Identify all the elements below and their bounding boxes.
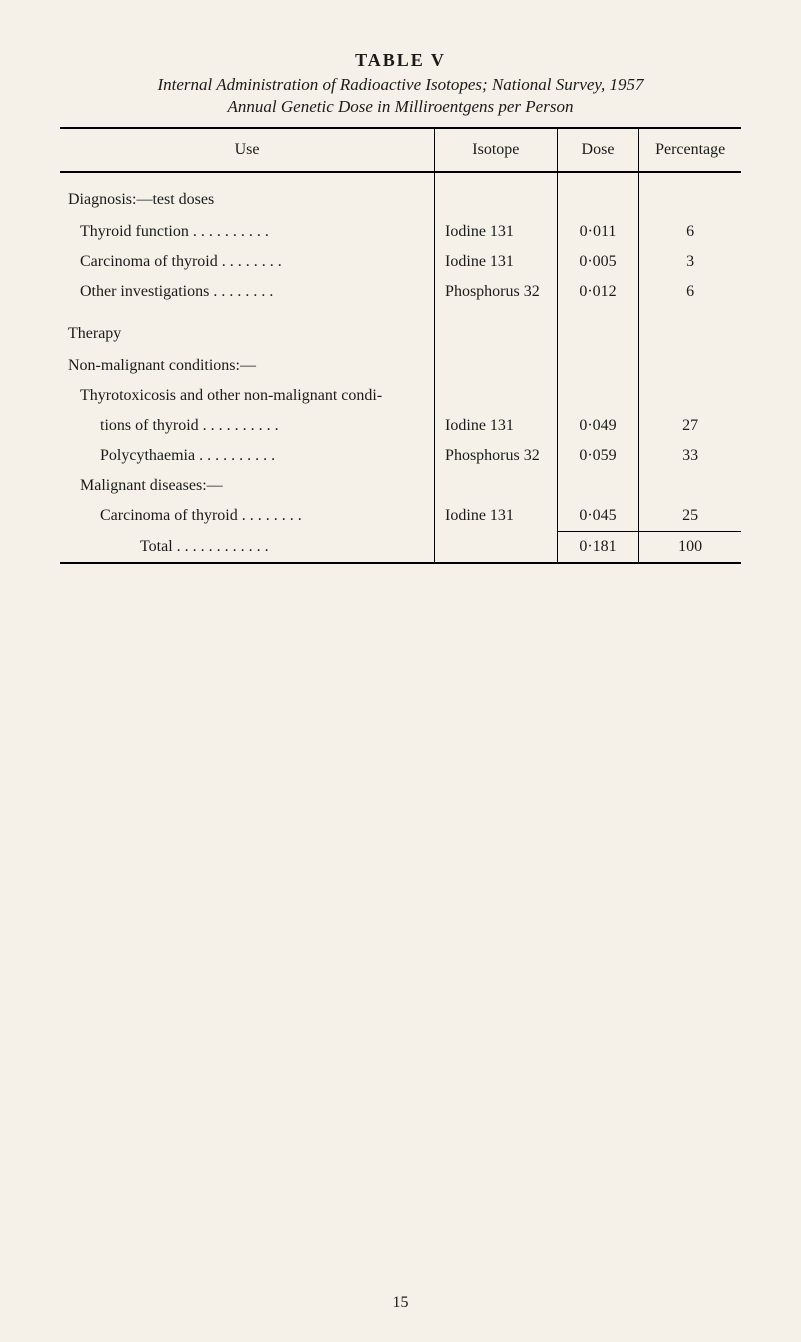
dose-cell: 0·045: [557, 501, 639, 532]
table-subtitle: Annual Genetic Dose in Milliroentgens pe…: [60, 97, 741, 117]
percentage-cell: 3: [639, 247, 741, 277]
use-cell: tions of thyroid . . . . . . . . . .: [60, 411, 435, 441]
dose-cell: 0·005: [557, 247, 639, 277]
total-use-cell: Total . . . . . . . . . . . .: [60, 532, 435, 564]
table-row: tions of thyroid . . . . . . . . . . Iod…: [60, 411, 741, 441]
percentage-cell: 33: [639, 441, 741, 471]
table-number: TABLE V: [60, 50, 741, 71]
use-cell: Thyroid function . . . . . . . . . .: [60, 217, 435, 247]
isotope-cell: Phosphorus 32: [435, 277, 558, 307]
percentage-cell: 6: [639, 277, 741, 307]
use-cell: Carcinoma of thyroid . . . . . . . .: [60, 501, 435, 532]
table-row: Polycythaemia . . . . . . . . . . Phosph…: [60, 441, 741, 471]
table-row: Carcinoma of thyroid . . . . . . . . Iod…: [60, 247, 741, 277]
dose-cell: 0·011: [557, 217, 639, 247]
isotope-cell: Iodine 131: [435, 247, 558, 277]
malignant-header: Malignant diseases:—: [60, 471, 741, 501]
isotope-cell: Phosphorus 32: [435, 441, 558, 471]
diagnosis-label: Diagnosis:—test doses: [60, 172, 435, 217]
malignant-label: Malignant diseases:—: [60, 471, 435, 501]
thyrotoxicosis-header: Thyrotoxicosis and other non-malignant c…: [60, 381, 741, 411]
percentage-cell: 6: [639, 217, 741, 247]
header-row: Use Isotope Dose Percentage: [60, 128, 741, 172]
table-row: Other investigations . . . . . . . . Pho…: [60, 277, 741, 307]
isotope-cell: Iodine 131: [435, 501, 558, 532]
total-dose-cell: 0·181: [557, 532, 639, 564]
page-number: 15: [393, 1294, 409, 1312]
therapy-section-header: Therapy: [60, 307, 741, 351]
dose-cell: 0·049: [557, 411, 639, 441]
dose-cell: 0·012: [557, 277, 639, 307]
isotope-cell: Iodine 131: [435, 217, 558, 247]
table-row: Carcinoma of thyroid . . . . . . . . Iod…: [60, 501, 741, 532]
nonmalignant-header: Non-malignant conditions:—: [60, 351, 741, 381]
header-use: Use: [60, 128, 435, 172]
isotope-cell: Iodine 131: [435, 411, 558, 441]
table-title: Internal Administration of Radioactive I…: [60, 75, 741, 95]
header-dose: Dose: [557, 128, 639, 172]
thyrotoxicosis-label: Thyrotoxicosis and other non-malignant c…: [60, 381, 435, 411]
therapy-label: Therapy: [60, 307, 435, 351]
use-cell: Polycythaemia . . . . . . . . . .: [60, 441, 435, 471]
use-cell: Carcinoma of thyroid . . . . . . . .: [60, 247, 435, 277]
diagnosis-section-header: Diagnosis:—test doses: [60, 172, 741, 217]
header-percentage: Percentage: [639, 128, 741, 172]
total-percentage-cell: 100: [639, 532, 741, 564]
percentage-cell: 25: [639, 501, 741, 532]
table-row: Thyroid function . . . . . . . . . . Iod…: [60, 217, 741, 247]
dose-cell: 0·059: [557, 441, 639, 471]
total-row: Total . . . . . . . . . . . . 0·181 100: [60, 532, 741, 564]
percentage-cell: 27: [639, 411, 741, 441]
nonmalignant-label: Non-malignant conditions:—: [60, 351, 435, 381]
use-cell: Other investigations . . . . . . . .: [60, 277, 435, 307]
header-isotope: Isotope: [435, 128, 558, 172]
data-table: Use Isotope Dose Percentage Diagnosis:—t…: [60, 127, 741, 564]
